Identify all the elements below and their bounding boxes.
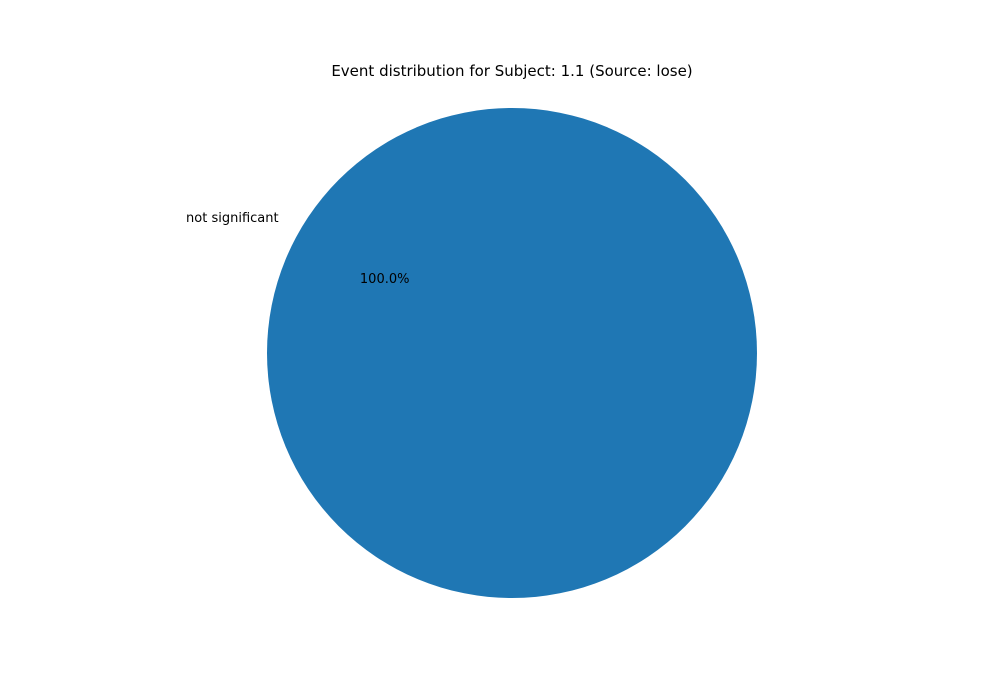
pie-slices bbox=[267, 108, 757, 598]
slice-percent-label: 100.0% bbox=[360, 272, 410, 287]
pie-slice-not-significant bbox=[267, 108, 757, 598]
slice-label: not significant bbox=[186, 211, 279, 226]
pie-labels: not significant 100.0% bbox=[186, 211, 409, 287]
chart-title: Event distribution for Subject: 1.1 (Sou… bbox=[331, 62, 692, 80]
